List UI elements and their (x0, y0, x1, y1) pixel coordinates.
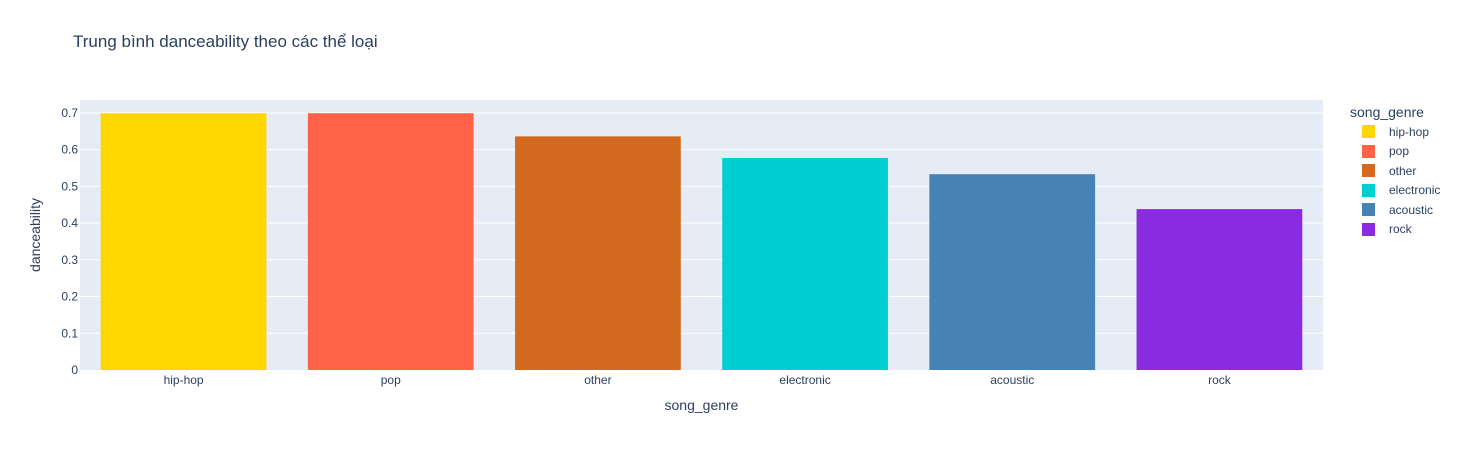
bar-pop (307, 113, 474, 370)
bar-other (515, 136, 681, 370)
legend-label: electronic (1389, 183, 1441, 198)
y-tick-label: 0 (71, 363, 78, 377)
x-axis-title: song_genre (665, 397, 739, 413)
legend-item-pop[interactable]: pop (1350, 142, 1440, 162)
y-tick-label: 0.7 (61, 106, 78, 120)
legend-label: rock (1389, 222, 1412, 237)
legend-item-rock[interactable]: rock (1350, 220, 1440, 240)
y-tick-label: 0.6 (61, 143, 78, 157)
y-tick-label: 0.3 (61, 253, 78, 267)
x-tick-label: acoustic (990, 373, 1034, 387)
chart-title: Trung bình danceability theo các thể loạ… (73, 32, 378, 51)
y-tick-label: 0.4 (61, 216, 78, 230)
legend-swatch (1362, 203, 1375, 217)
plot-area (80, 100, 1323, 370)
legend-item-hip-hop[interactable]: hip-hop (1350, 122, 1440, 142)
legend-label: acoustic (1389, 202, 1434, 217)
legend-title: song_genre (1350, 104, 1424, 120)
x-tick-label: pop (381, 373, 401, 387)
legend-swatch (1362, 125, 1375, 139)
y-tick-label: 0.2 (61, 290, 78, 304)
x-tick-label: rock (1208, 373, 1232, 387)
x-tick-label: other (584, 373, 611, 387)
x-tick-label: hip-hop (164, 373, 204, 387)
y-tick-label: 0.5 (61, 179, 78, 193)
y-tick-label: 0.1 (61, 326, 78, 340)
bar-hip-hop (100, 113, 267, 370)
legend: song_genre hip-hop pop other electronic acou… (1350, 104, 1440, 239)
legend-label: hip-hop (1389, 124, 1430, 139)
bar-acoustic (929, 174, 1096, 370)
legend-item-other[interactable]: other (1350, 161, 1440, 181)
legend-swatch (1362, 183, 1375, 197)
legend-item-electronic[interactable]: electronic (1350, 181, 1440, 201)
legend-label: other (1389, 163, 1417, 178)
legend-swatch (1362, 144, 1375, 158)
y-axis-title: danceability (27, 198, 43, 272)
bar-rock (1136, 209, 1303, 370)
x-tick-label: electronic (779, 373, 830, 387)
legend-swatch (1362, 222, 1375, 236)
legend-items: hip-hop pop other electronic acoustic rock (1350, 122, 1440, 239)
bar-electronic (722, 158, 888, 370)
legend-label: pop (1389, 144, 1410, 159)
legend-item-acoustic[interactable]: acoustic (1350, 200, 1440, 220)
legend-swatch (1362, 164, 1375, 178)
